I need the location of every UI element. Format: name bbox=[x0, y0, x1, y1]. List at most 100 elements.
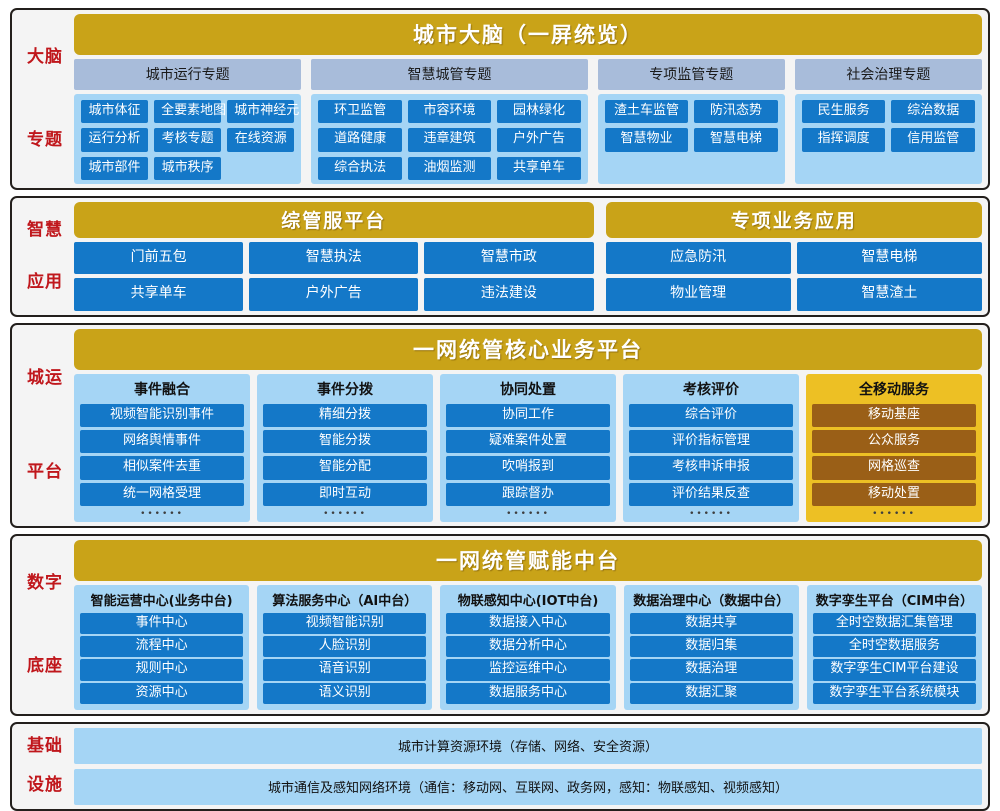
apps-group-title: 专项业务应用 bbox=[605, 201, 982, 238]
platform-item[interactable]: 评价结果反查 bbox=[629, 482, 793, 506]
foundation-item[interactable]: 监控运维中心 bbox=[446, 659, 610, 681]
foundation-column-cim-middle-platform: 数字孪生平台（CIM中台） 全时空数据汇集管理 全时空数据服务 数字孪生CIM平… bbox=[806, 584, 983, 710]
brain-item[interactable]: 运行分析 bbox=[81, 128, 149, 152]
app-item[interactable]: 智慧市政 bbox=[424, 241, 594, 275]
brain-item[interactable]: 市容环境 bbox=[407, 100, 492, 124]
platform-item[interactable]: 跟踪督办 bbox=[446, 482, 610, 506]
brain-item[interactable]: 道路健康 bbox=[318, 128, 402, 152]
brain-item[interactable]: 户外广告 bbox=[497, 128, 581, 152]
foundation-item[interactable]: 数据共享 bbox=[629, 612, 793, 634]
brain-item[interactable]: 全要素地图 bbox=[154, 100, 226, 124]
foundation-item[interactable]: 人脸识别 bbox=[263, 636, 427, 658]
brain-item[interactable]: 民生服务 bbox=[801, 100, 886, 124]
foundation-item[interactable]: 语音识别 bbox=[263, 659, 427, 681]
foundation-item[interactable]: 全时空数据服务 bbox=[812, 636, 977, 658]
section-label-line-1: 智慧 bbox=[27, 219, 63, 240]
brain-item[interactable]: 城市神经元 bbox=[227, 100, 299, 124]
brain-item[interactable]: 在线资源 bbox=[227, 128, 295, 152]
brain-item[interactable]: 综治数据 bbox=[891, 100, 975, 124]
brain-item[interactable]: 智慧物业 bbox=[604, 128, 689, 152]
brain-item[interactable]: 渣土车监管 bbox=[604, 100, 689, 124]
brain-item[interactable]: 城市体征 bbox=[81, 100, 149, 124]
platform-item[interactable]: 网络舆情事件 bbox=[80, 430, 244, 454]
platform-item[interactable]: 移动基座 bbox=[812, 403, 976, 427]
app-item[interactable]: 物业管理 bbox=[605, 278, 791, 311]
platform-item[interactable]: 相似案件去重 bbox=[80, 456, 244, 480]
section-city-brain: 大脑 专题 城市大脑（一屏统览） 城市运行专题 城市体征 全要素地图 城市神经元… bbox=[10, 8, 990, 190]
foundation-item[interactable]: 全时空数据汇集管理 bbox=[812, 612, 977, 634]
smart-applications-groups: 综管服平台 门前五包 智慧执法 智慧市政 共享单车 户外广告 违法建设 bbox=[74, 201, 982, 311]
platform-item[interactable]: 公众服务 bbox=[812, 430, 976, 454]
foundation-item[interactable]: 数字孪生平台系统模块 bbox=[812, 682, 977, 704]
app-item[interactable]: 户外广告 bbox=[249, 278, 419, 311]
brain-column-items: 民生服务 综治数据 指挥调度 信用监管 bbox=[794, 94, 982, 184]
foundation-item[interactable]: 数字孪生CIM平台建设 bbox=[812, 659, 977, 681]
platform-column-title: 全移动服务 bbox=[859, 381, 929, 398]
app-item[interactable]: 应急防汛 bbox=[605, 241, 791, 275]
section-label-line-2: 底座 bbox=[27, 655, 63, 676]
app-item[interactable]: 智慧渣土 bbox=[796, 278, 982, 311]
foundation-item[interactable]: 规则中心 bbox=[80, 659, 244, 681]
platform-column-ellipsis: •••••• bbox=[872, 508, 916, 519]
section-city-operation-platform: 城运 平台 一网统管核心业务平台 事件融合 视频智能识别事件 网络舆情事件 相似… bbox=[10, 322, 990, 528]
brain-item[interactable]: 油烟监测 bbox=[407, 156, 492, 180]
foundation-item[interactable]: 数据汇聚 bbox=[629, 682, 793, 704]
foundation-item[interactable]: 事件中心 bbox=[80, 612, 244, 634]
platform-item[interactable]: 考核申诉申报 bbox=[629, 456, 793, 480]
foundation-item[interactable]: 语义识别 bbox=[263, 682, 427, 704]
app-item[interactable]: 门前五包 bbox=[74, 241, 244, 275]
brain-item[interactable]: 智慧电梯 bbox=[694, 128, 778, 152]
foundation-item[interactable]: 数据归集 bbox=[629, 636, 793, 658]
infrastructure-row-compute[interactable]: 城市计算资源环境（存储、网络、安全资源） bbox=[74, 727, 982, 764]
section-label-line-2: 平台 bbox=[27, 462, 63, 483]
app-item[interactable]: 智慧电梯 bbox=[796, 241, 982, 275]
platform-item[interactable]: 智能分拨 bbox=[263, 430, 427, 454]
platform-item[interactable]: 精细分拨 bbox=[263, 403, 427, 427]
infrastructure-row-network[interactable]: 城市通信及感知网络环境（通信：移动网、互联网、政务网，感知：物联感知、视频感知） bbox=[74, 768, 982, 805]
foundation-item[interactable]: 数据接入中心 bbox=[446, 612, 610, 634]
brain-item[interactable]: 防汛态势 bbox=[694, 100, 778, 124]
foundation-item[interactable]: 数据分析中心 bbox=[446, 636, 610, 658]
app-item[interactable]: 智慧执法 bbox=[249, 241, 419, 275]
foundation-columns: 智能运营中心(业务中台) 事件中心 流程中心 规则中心 资源中心 算法服务中心（… bbox=[74, 584, 983, 710]
platform-item[interactable]: 网格巡查 bbox=[812, 456, 976, 480]
platform-item[interactable]: 即时互动 bbox=[263, 482, 427, 506]
brain-column-special-supervision: 专项监管专题 渣土车监管 防汛态势 智慧物业 智慧电梯 bbox=[597, 59, 785, 184]
app-item[interactable]: 违法建设 bbox=[424, 278, 594, 311]
platform-item[interactable]: 智能分配 bbox=[263, 456, 427, 480]
brain-item[interactable]: 环卫监管 bbox=[318, 100, 402, 124]
brain-item[interactable]: 共享单车 bbox=[497, 156, 581, 180]
brain-item[interactable]: 指挥调度 bbox=[801, 128, 886, 152]
foundation-item[interactable]: 数据治理 bbox=[629, 659, 793, 681]
brain-item[interactable]: 园林绿化 bbox=[497, 100, 581, 124]
brain-item[interactable]: 违章建筑 bbox=[407, 128, 492, 152]
brain-column-header: 社会治理专题 bbox=[794, 59, 982, 90]
platform-item[interactable]: 视频智能识别事件 bbox=[80, 403, 244, 427]
brain-column-social-governance: 社会治理专题 民生服务 综治数据 指挥调度 信用监管 bbox=[794, 59, 982, 184]
platform-item[interactable]: 疑难案件处置 bbox=[446, 430, 610, 454]
brain-item[interactable]: 城市部件 bbox=[81, 156, 149, 180]
foundation-item[interactable]: 视频智能识别 bbox=[263, 612, 427, 634]
platform-item[interactable]: 评价指标管理 bbox=[629, 430, 793, 454]
apps-group-grid: 应急防汛 智慧电梯 物业管理 智慧渣土 bbox=[605, 241, 982, 311]
architecture-diagram: 大脑 专题 城市大脑（一屏统览） 城市运行专题 城市体征 全要素地图 城市神经元… bbox=[10, 8, 990, 811]
platform-column-ellipsis: •••••• bbox=[323, 508, 367, 519]
brain-item[interactable]: 城市秩序 bbox=[154, 156, 222, 180]
foundation-item[interactable]: 数据服务中心 bbox=[446, 682, 610, 704]
app-item[interactable]: 共享单车 bbox=[74, 278, 244, 311]
platform-item[interactable]: 协同工作 bbox=[446, 403, 610, 427]
platform-item[interactable]: 综合评价 bbox=[629, 403, 793, 427]
brain-item[interactable]: 考核专题 bbox=[154, 128, 222, 152]
brain-item[interactable]: 信用监管 bbox=[891, 128, 975, 152]
platform-item[interactable]: 统一网格受理 bbox=[80, 482, 244, 506]
section-body-city-operation-platform: 一网统管核心业务平台 事件融合 视频智能识别事件 网络舆情事件 相似案件去重 统… bbox=[74, 328, 982, 522]
section-label-smart-applications: 智慧 应用 bbox=[16, 202, 74, 311]
section-body-infrastructure: 城市计算资源环境（存储、网络、安全资源） 城市通信及感知网络环境（通信：移动网、… bbox=[74, 727, 982, 805]
foundation-item[interactable]: 资源中心 bbox=[80, 682, 244, 704]
foundation-item[interactable]: 流程中心 bbox=[80, 636, 244, 658]
platform-column-ellipsis: •••••• bbox=[506, 508, 550, 519]
section-label-city-brain: 大脑 专题 bbox=[16, 14, 74, 184]
platform-item[interactable]: 吹哨报到 bbox=[446, 456, 610, 480]
platform-item[interactable]: 移动处置 bbox=[812, 482, 976, 506]
brain-item[interactable]: 综合执法 bbox=[318, 156, 402, 180]
